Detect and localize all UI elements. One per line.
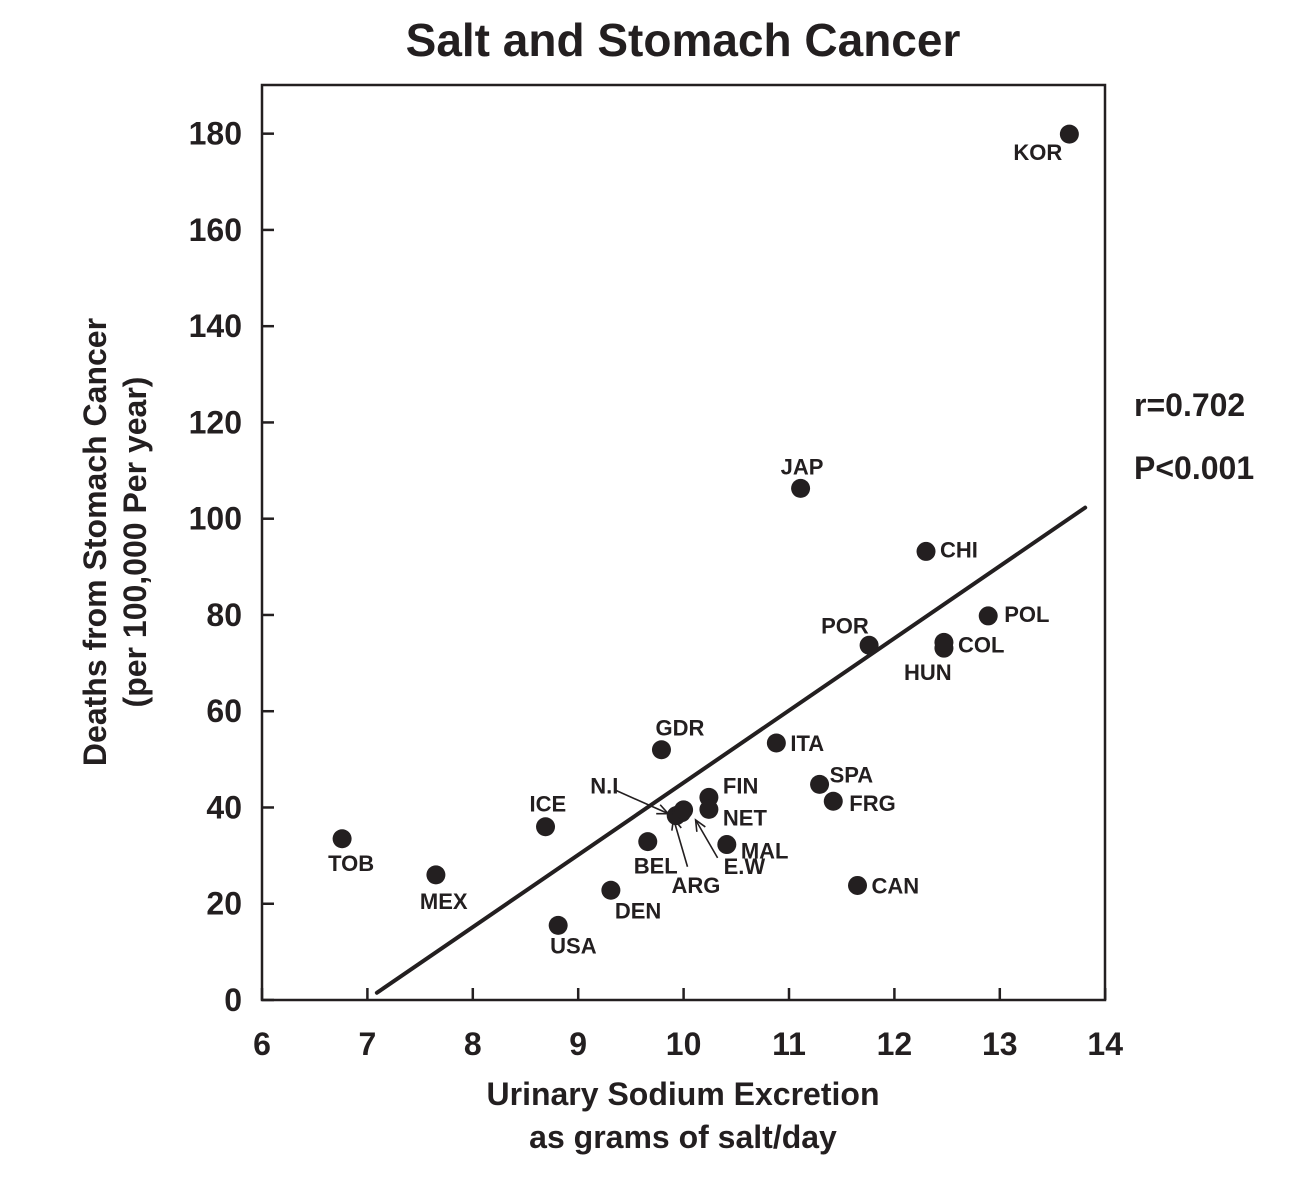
point-label-col: COL: [958, 632, 1004, 657]
x-tick-label: 12: [877, 1026, 913, 1062]
y-tick-label: 140: [189, 308, 242, 344]
point-label-spa: SPA: [830, 762, 874, 787]
y-axis-label-line-2: (per 100,000 Per year): [117, 377, 153, 708]
x-tick-label: 8: [464, 1026, 482, 1062]
y-tick-label: 40: [206, 789, 242, 825]
point-label-fin: FIN: [723, 773, 758, 798]
data-point-tob: [332, 829, 352, 849]
point-label-frg: FRG: [849, 791, 895, 816]
data-point-bel: [638, 832, 658, 852]
y-tick-label: 80: [206, 597, 242, 633]
data-point-net: [699, 799, 719, 819]
data-point-usa: [548, 915, 568, 935]
y-tick-label: 20: [206, 886, 242, 922]
data-point-mex: [426, 865, 446, 885]
x-tick-label: 14: [1087, 1026, 1123, 1062]
point-label-net: NET: [723, 805, 768, 830]
point-label-den: DEN: [615, 898, 661, 923]
y-tick-label: 60: [206, 693, 242, 729]
data-point-ita: [766, 733, 786, 753]
point-label-usa: USA: [550, 933, 597, 958]
chart-title: Salt and Stomach Cancer: [406, 14, 961, 66]
plot-frame: [260, 83, 1107, 1002]
label-leader-arrows: [613, 788, 719, 867]
data-point-chi: [916, 541, 936, 561]
y-tick-label: 100: [189, 501, 242, 537]
leader-line: [694, 819, 719, 859]
data-point-mal: [717, 835, 737, 855]
x-tick-label: 9: [569, 1026, 587, 1062]
y-tick-label: 120: [189, 404, 242, 440]
point-label-can: CAN: [872, 873, 920, 898]
point-label-tob: TOB: [328, 851, 374, 876]
point-label-por: POR: [821, 613, 869, 638]
data-point-gdr: [651, 740, 671, 760]
point-label-bel: BEL: [634, 854, 678, 879]
point-label-pol: POL: [1004, 602, 1049, 627]
data-point-frg: [823, 791, 843, 811]
y-tick-label: 160: [189, 212, 242, 248]
p-value-annotation: P<0.001: [1134, 450, 1254, 486]
y-axis: 0 20 40 60 80 100 120 140 160 180: [189, 116, 274, 1018]
y-tick-label: 0: [224, 982, 242, 1018]
y-axis-label-line-1: Deaths from Stomach Cancer: [77, 318, 113, 766]
data-point-spa: [810, 774, 830, 794]
point-label-ew: E.W: [724, 854, 766, 879]
data-point-por: [859, 635, 879, 655]
x-axis-label-line-1: Urinary Sodium Excretion: [487, 1076, 880, 1112]
x-tick-label: 13: [982, 1026, 1018, 1062]
point-label-jap: JAP: [781, 454, 824, 479]
leader-line: [672, 818, 689, 867]
x-axis: 6 7 8 9 10 11 12 13 14: [253, 988, 1123, 1062]
point-label-chi: CHI: [940, 537, 978, 562]
x-tick-label: 11: [772, 1026, 806, 1062]
point-label-ice: ICE: [530, 792, 567, 817]
point-label-mal: MAL: [741, 839, 789, 864]
point-label-mex: MEX: [420, 889, 468, 914]
data-point-jap: [791, 478, 811, 498]
data-point-kor: [1059, 124, 1079, 144]
data-point-ew: [674, 800, 694, 820]
y-tick-label: 180: [189, 116, 242, 152]
point-label-arg: ARG: [671, 873, 720, 898]
correlation-annotation: r=0.702: [1134, 387, 1245, 423]
x-tick-label: 10: [666, 1026, 702, 1062]
point-label-ita: ITA: [790, 731, 824, 756]
data-point-den: [601, 880, 621, 900]
point-label-kor: KOR: [1013, 140, 1062, 165]
leader-line: [613, 788, 669, 815]
x-axis-label-line-2: as grams of salt/day: [529, 1119, 837, 1155]
data-point-ice: [536, 817, 556, 837]
x-tick-label: 6: [253, 1026, 271, 1062]
x-tick-label: 7: [359, 1026, 377, 1062]
leader-arrowhead: [694, 818, 706, 832]
point-label-gdr: GDR: [655, 716, 704, 741]
point-label-ni: N.I: [590, 774, 618, 799]
data-point-col: [934, 632, 954, 652]
data-point-pol: [978, 606, 998, 626]
regression-line: [374, 505, 1088, 995]
point-label-hun: HUN: [904, 660, 952, 685]
data-point-can: [848, 875, 868, 895]
